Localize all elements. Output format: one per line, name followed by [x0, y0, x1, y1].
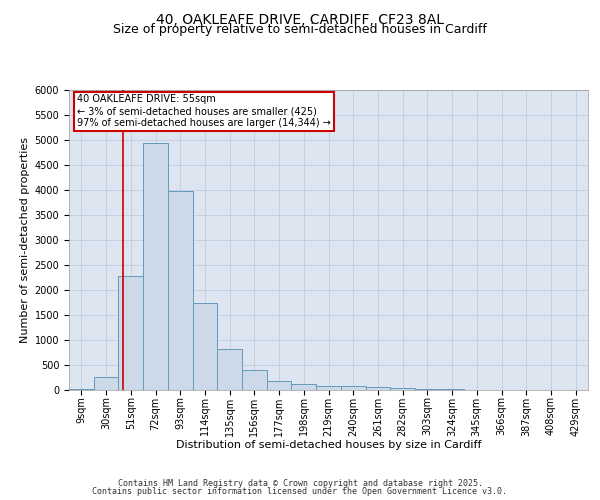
Bar — [118, 276, 143, 390]
Bar — [365, 387, 390, 390]
Text: 40, OAKLEAFE DRIVE, CARDIFF, CF23 8AL: 40, OAKLEAFE DRIVE, CARDIFF, CF23 8AL — [156, 12, 444, 26]
Bar — [94, 376, 118, 390]
Bar — [292, 384, 316, 390]
Bar — [390, 388, 415, 390]
Text: Contains public sector information licensed under the Open Government Licence v3: Contains public sector information licen… — [92, 487, 508, 496]
Text: Size of property relative to semi-detached houses in Cardiff: Size of property relative to semi-detach… — [113, 22, 487, 36]
X-axis label: Distribution of semi-detached houses by size in Cardiff: Distribution of semi-detached houses by … — [176, 440, 481, 450]
Text: Contains HM Land Registry data © Crown copyright and database right 2025.: Contains HM Land Registry data © Crown c… — [118, 478, 482, 488]
Bar — [168, 191, 193, 390]
Bar — [69, 388, 94, 390]
Bar — [242, 370, 267, 390]
Bar — [267, 381, 292, 390]
Bar — [316, 386, 341, 390]
Bar — [440, 389, 464, 390]
Bar — [415, 389, 440, 390]
Y-axis label: Number of semi-detached properties: Number of semi-detached properties — [20, 137, 31, 343]
Bar — [341, 386, 365, 390]
Bar — [193, 302, 217, 390]
Text: 40 OAKLEAFE DRIVE: 55sqm
← 3% of semi-detached houses are smaller (425)
97% of s: 40 OAKLEAFE DRIVE: 55sqm ← 3% of semi-de… — [77, 94, 331, 128]
Bar — [143, 142, 168, 390]
Bar — [217, 349, 242, 390]
